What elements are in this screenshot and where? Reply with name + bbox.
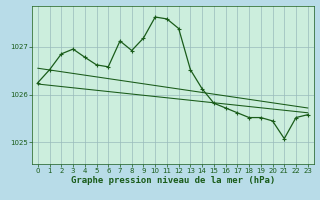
X-axis label: Graphe pression niveau de la mer (hPa): Graphe pression niveau de la mer (hPa) [71,176,275,185]
